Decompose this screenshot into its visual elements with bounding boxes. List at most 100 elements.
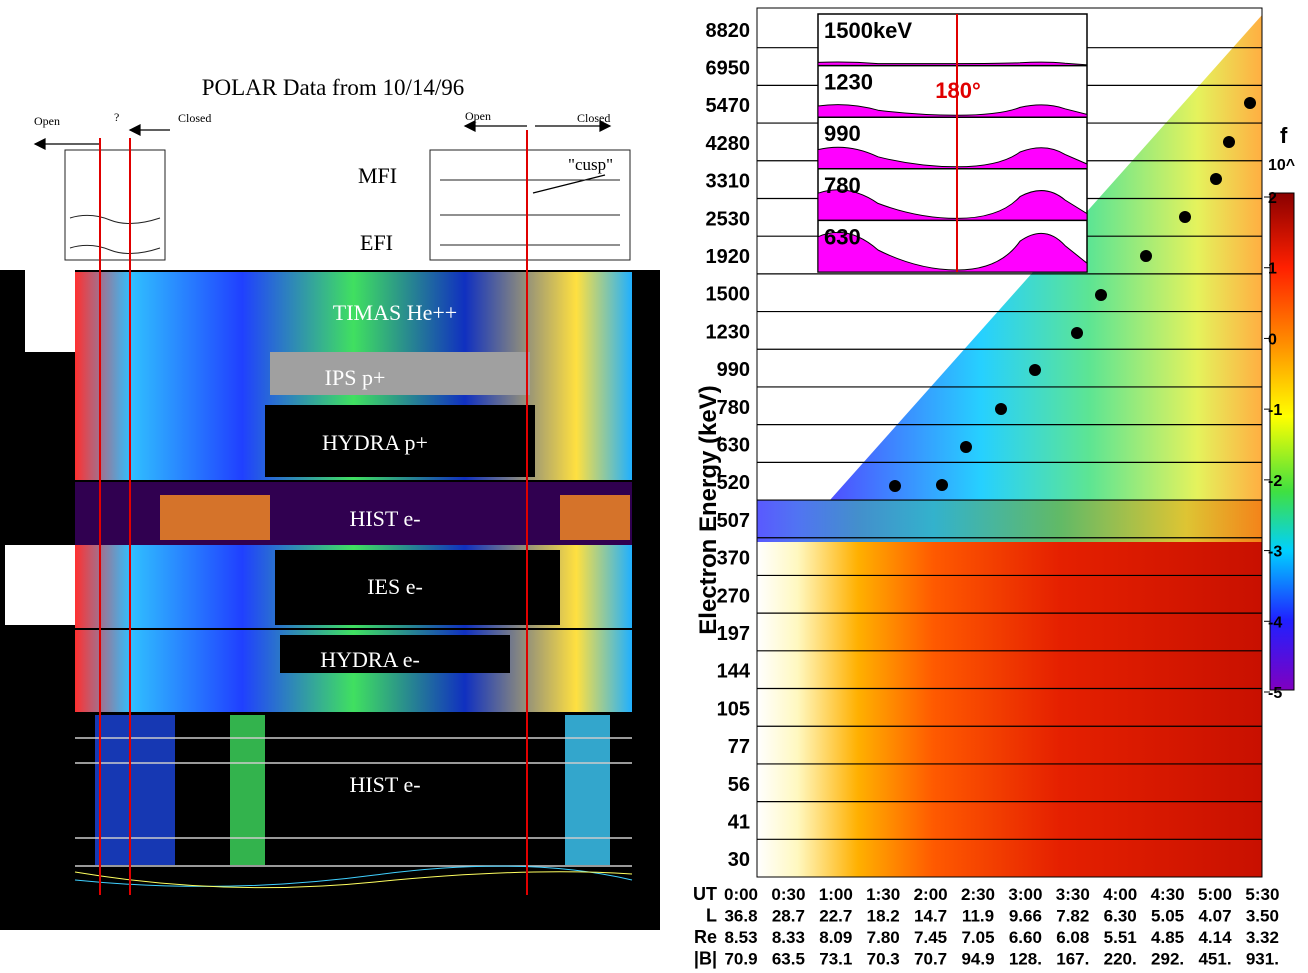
panel-label: HYDRA p+ — [322, 430, 428, 455]
table-cell: 451. — [1198, 950, 1231, 969]
panel-dividers — [75, 737, 632, 867]
colorbar-tick-label: -5 — [1268, 685, 1282, 702]
inset-label: 780 — [824, 173, 861, 198]
energy-label: 3310 — [706, 171, 751, 193]
energy-label: 507 — [717, 510, 750, 532]
table-cell: 63.5 — [772, 950, 805, 969]
energy-label: 370 — [717, 548, 750, 570]
table-cell: 4:30 — [1151, 885, 1185, 904]
energy-label: 41 — [728, 811, 750, 833]
boundary-arrows — [33, 120, 612, 194]
inset-rows: 1500keV 1230 990 780 630 — [817, 18, 1088, 273]
table-cell: 0:00 — [724, 885, 758, 904]
energy-label: 4280 — [706, 133, 751, 155]
inset-label: 1230 — [824, 70, 873, 95]
panel-label: HYDRA e- — [320, 647, 420, 672]
table-cell: 3.50 — [1246, 907, 1279, 926]
table-cell: 7.45 — [914, 928, 947, 947]
table-cell: 292. — [1151, 950, 1184, 969]
table-cell: 7.80 — [867, 928, 900, 947]
table-cell: 128. — [1009, 950, 1042, 969]
table-row-header: UT — [693, 884, 717, 904]
panel-gap — [280, 635, 510, 673]
energy-label: 77 — [728, 736, 750, 758]
energy-label: 5470 — [706, 95, 751, 117]
boundary-label: Open — [465, 109, 491, 123]
table-cell: 3:00 — [1008, 885, 1042, 904]
trace — [74, 865, 633, 887]
energy-label: 105 — [717, 698, 750, 720]
inset-label: 990 — [824, 121, 861, 146]
table-cell: 0:30 — [771, 885, 805, 904]
title: POLAR Data from 10/14/96 — [202, 75, 465, 100]
energy-label: 8820 — [706, 20, 751, 42]
colorbar-tick-label: 2 — [1268, 190, 1277, 207]
energy-label: 270 — [717, 585, 750, 607]
energy-label: 990 — [717, 359, 750, 381]
colorbar-tick-label: 0 — [1268, 331, 1277, 348]
energy-label: 144 — [717, 661, 751, 683]
energy-label: 6950 — [706, 58, 751, 80]
left-figure: POLAR Data from 10/14/96 Open ? Closed O… — [0, 75, 660, 930]
energy-label: 30 — [728, 849, 750, 871]
table-cell: 167. — [1056, 950, 1089, 969]
table-cell: 28.7 — [772, 907, 805, 926]
panel-gap — [265, 405, 535, 477]
colorbar-tick-label: -1 — [1268, 402, 1282, 419]
table-cell: 9.66 — [1009, 907, 1042, 926]
energy-label: 520 — [717, 472, 750, 494]
table-cell: 14.7 — [914, 907, 947, 926]
table-cell: 4.07 — [1198, 907, 1231, 926]
panel-label: HIST e- — [349, 772, 420, 797]
table-cell: 3.32 — [1246, 928, 1279, 947]
axis-box — [25, 270, 75, 352]
table-cell: 7.82 — [1056, 907, 1089, 926]
table-cell: 8.33 — [772, 928, 805, 947]
table-cell: 220. — [1104, 950, 1137, 969]
inset — [817, 13, 1088, 273]
table-cell: 94.9 — [961, 950, 994, 969]
table-cell: 6.30 — [1104, 907, 1137, 926]
energy-label: 1500 — [706, 284, 751, 306]
table-cell: 18.2 — [867, 907, 900, 926]
table-cell: 5.05 — [1151, 907, 1184, 926]
panel-feature — [560, 495, 630, 540]
table-cell: 2:30 — [961, 885, 995, 904]
panel-spectrogram — [75, 272, 632, 352]
panel-label: IES e- — [367, 574, 423, 599]
panel-label: IPS p+ — [325, 365, 386, 390]
panel-label: TIMAS He++ — [333, 300, 457, 325]
energy-label: 780 — [717, 397, 750, 419]
table-cell: 931. — [1246, 950, 1279, 969]
panel-feature — [95, 715, 175, 865]
table-cell: 70.9 — [724, 950, 757, 969]
panel-label: HIST e- — [349, 506, 420, 531]
table-cell: 7.05 — [961, 928, 994, 947]
table-cell: 11.9 — [962, 907, 994, 926]
inset-label: 630 — [824, 224, 861, 249]
panel-feature — [230, 715, 265, 865]
table-cell: 1:30 — [866, 885, 900, 904]
table-cell: 4:00 — [1103, 885, 1137, 904]
energy-label: 197 — [717, 623, 750, 645]
table-cell: 5:00 — [1198, 885, 1232, 904]
table-cell: 6.08 — [1056, 928, 1089, 947]
table-row-header: Re — [694, 927, 717, 947]
energy-label: 2530 — [706, 208, 751, 230]
table-cell: 6.60 — [1009, 928, 1042, 947]
plot-frame — [756, 7, 1263, 878]
peak-dots — [889, 97, 1256, 492]
colorbar-tick-label: 1 — [1268, 261, 1277, 278]
panel-gap — [270, 352, 530, 395]
cusp-label: "cusp" — [568, 155, 613, 174]
table-cell: 70.3 — [867, 950, 900, 969]
table-cell: 4.85 — [1151, 928, 1184, 947]
spectrogram-band — [757, 500, 1262, 542]
table-cell: 5:30 — [1245, 885, 1279, 904]
trace — [74, 871, 633, 889]
energy-label: 1920 — [706, 246, 751, 268]
inset-label: 1500keV — [824, 18, 912, 43]
table-cell: 73.1 — [819, 950, 852, 969]
boundary-label: Open — [34, 114, 60, 128]
